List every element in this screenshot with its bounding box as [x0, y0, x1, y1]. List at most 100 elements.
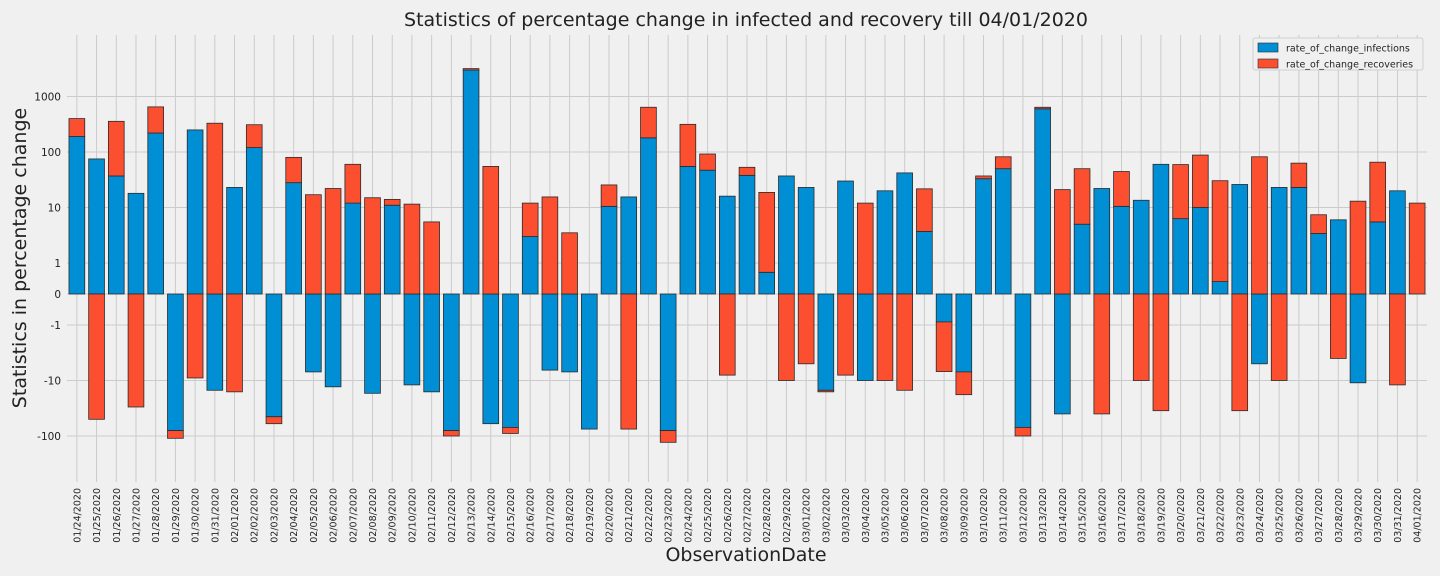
x-tick-label: 02/22/2020: [644, 488, 655, 543]
x-tick-label: 03/26/2020: [1294, 488, 1305, 543]
x-tick-label: 03/10/2020: [979, 488, 990, 543]
x-tick-label: 03/22/2020: [1216, 488, 1227, 543]
x-tick-label: 02/15/2020: [506, 488, 517, 543]
bar-rate-of-change-recoveries: [364, 197, 381, 295]
x-tick-label: 02/10/2020: [407, 488, 418, 543]
bar-rate-of-change-recoveries: [876, 293, 894, 381]
bar-rate-of-change-recoveries: [916, 188, 933, 232]
bar-rate-of-change-infections: [797, 187, 815, 295]
bar-rate-of-change-infections: [1389, 190, 1406, 295]
x-tick-label: 03/16/2020: [1097, 488, 1108, 543]
bar-rate-of-change-infections: [245, 147, 263, 295]
bar-rate-of-change-infections: [482, 293, 500, 425]
x-tick-label: 02/23/2020: [664, 488, 675, 543]
x-tick-label: 03/30/2020: [1373, 488, 1384, 543]
bar-rate-of-change-infections: [1093, 188, 1111, 295]
x-tick-label: 01/25/2020: [92, 488, 103, 543]
bar-rate-of-change-recoveries: [482, 166, 500, 295]
y-tick-label: 0: [54, 289, 61, 301]
bar-rate-of-change-infections: [1054, 293, 1071, 415]
bar-rate-of-change-recoveries: [1054, 189, 1071, 295]
bar-rate-of-change-infections: [443, 293, 460, 432]
bar-rate-of-change-infections: [1192, 207, 1209, 295]
bar-rate-of-change-recoveries: [600, 184, 618, 207]
bar-rate-of-change-infections: [659, 293, 677, 432]
bar-rate-of-change-infections: [620, 196, 638, 295]
x-tick-label: 03/25/2020: [1275, 488, 1286, 543]
bar-rate-of-change-infections: [364, 293, 381, 394]
bar-rate-of-change-infections: [462, 69, 480, 295]
bar-rate-of-change-infections: [561, 293, 578, 373]
y-tick-label: 10: [48, 203, 61, 215]
bar-rate-of-change-infections: [837, 180, 854, 295]
bar-rate-of-change-recoveries: [797, 293, 815, 365]
bar-rate-of-change-infections: [1172, 218, 1189, 295]
bar-rate-of-change-infections: [305, 293, 322, 373]
y-tick-label: 1: [54, 258, 61, 270]
x-tick-label: 03/23/2020: [1235, 488, 1246, 543]
bar-rate-of-change-recoveries: [975, 175, 992, 180]
x-tick-label: 01/24/2020: [72, 488, 83, 543]
bar-rate-of-change-infections: [167, 293, 184, 432]
x-tick-label: 03/05/2020: [880, 488, 891, 543]
bar-rate-of-change-recoveries: [640, 106, 657, 139]
y-tick-label: 1000: [34, 92, 61, 104]
bar-rate-of-change-infections: [186, 129, 204, 295]
bar-rate-of-change-recoveries: [186, 293, 204, 379]
bar-rate-of-change-recoveries: [1172, 164, 1189, 220]
x-tick-label: 01/29/2020: [171, 488, 182, 543]
bar-rate-of-change-infections: [1310, 233, 1327, 295]
bar-rate-of-change-infections: [1132, 199, 1150, 295]
bar-rate-of-change-infections: [383, 204, 401, 295]
bar-rate-of-change-infections: [206, 293, 224, 391]
bar-rate-of-change-recoveries: [561, 232, 578, 295]
x-tick-label: 03/02/2020: [821, 488, 832, 543]
bar-rate-of-change-recoveries: [1034, 106, 1051, 110]
bar-rate-of-change-infections: [1231, 184, 1249, 295]
y-tick-label: 100: [41, 147, 61, 159]
x-tick-label: 02/29/2020: [782, 488, 793, 543]
bar-rate-of-change-infections: [226, 187, 243, 295]
bar-rate-of-change-infections: [581, 293, 598, 430]
x-tick-label: 02/19/2020: [585, 488, 596, 543]
bar-rate-of-change-recoveries: [758, 192, 775, 273]
x-tick-label: 03/17/2020: [1117, 488, 1128, 543]
bar-rate-of-change-recoveries: [226, 293, 243, 393]
x-tick-label: 04/01/2020: [1413, 488, 1424, 543]
x-tick-label: 03/20/2020: [1176, 488, 1187, 543]
x-tick-label: 02/13/2020: [467, 488, 478, 543]
bar-rate-of-change-recoveries: [1113, 171, 1130, 207]
legend-swatch: [1257, 42, 1279, 53]
x-tick-label: 03/19/2020: [1156, 488, 1167, 543]
bar-rate-of-change-infections: [778, 175, 795, 295]
bar-rate-of-change-recoveries: [699, 153, 716, 171]
bar-rate-of-change-recoveries: [443, 430, 460, 437]
bar-rate-of-change-infections: [876, 190, 894, 295]
x-tick-label: 01/28/2020: [151, 488, 162, 543]
bar-rate-of-change-infections: [265, 293, 283, 418]
bar-rate-of-change-recoveries: [265, 416, 283, 425]
bar-rate-of-change-recoveries: [403, 203, 421, 295]
bar-rate-of-change-recoveries: [383, 198, 401, 206]
bar-rate-of-change-recoveries: [1270, 293, 1288, 381]
bar-rate-of-change-infections: [1073, 223, 1091, 295]
y-tick-label: -1: [51, 320, 61, 332]
x-tick-label: 03/03/2020: [841, 488, 852, 543]
x-tick-label: 02/08/2020: [368, 488, 379, 543]
bar-rate-of-change-infections: [1113, 205, 1130, 295]
bar-rate-of-change-infections: [738, 174, 756, 295]
x-tick-label: 03/27/2020: [1314, 488, 1325, 543]
x-tick-label: 02/27/2020: [743, 488, 754, 543]
bar-rate-of-change-infections: [1349, 293, 1367, 384]
bar-rate-of-change-infections: [68, 136, 86, 295]
x-tick-label: 03/01/2020: [802, 488, 813, 543]
bar-rate-of-change-recoveries: [1152, 293, 1170, 412]
x-tick-label: 03/18/2020: [1137, 488, 1148, 543]
bar-rate-of-change-recoveries: [738, 166, 756, 176]
bar-rate-of-change-recoveries: [167, 430, 184, 439]
bar-rate-of-change-recoveries: [1073, 168, 1091, 225]
bar-rate-of-change-infections: [679, 166, 697, 295]
bar-rate-of-change-infections: [107, 175, 125, 295]
legend-box: [1252, 37, 1424, 71]
bar-rate-of-change-infections: [1270, 187, 1288, 295]
